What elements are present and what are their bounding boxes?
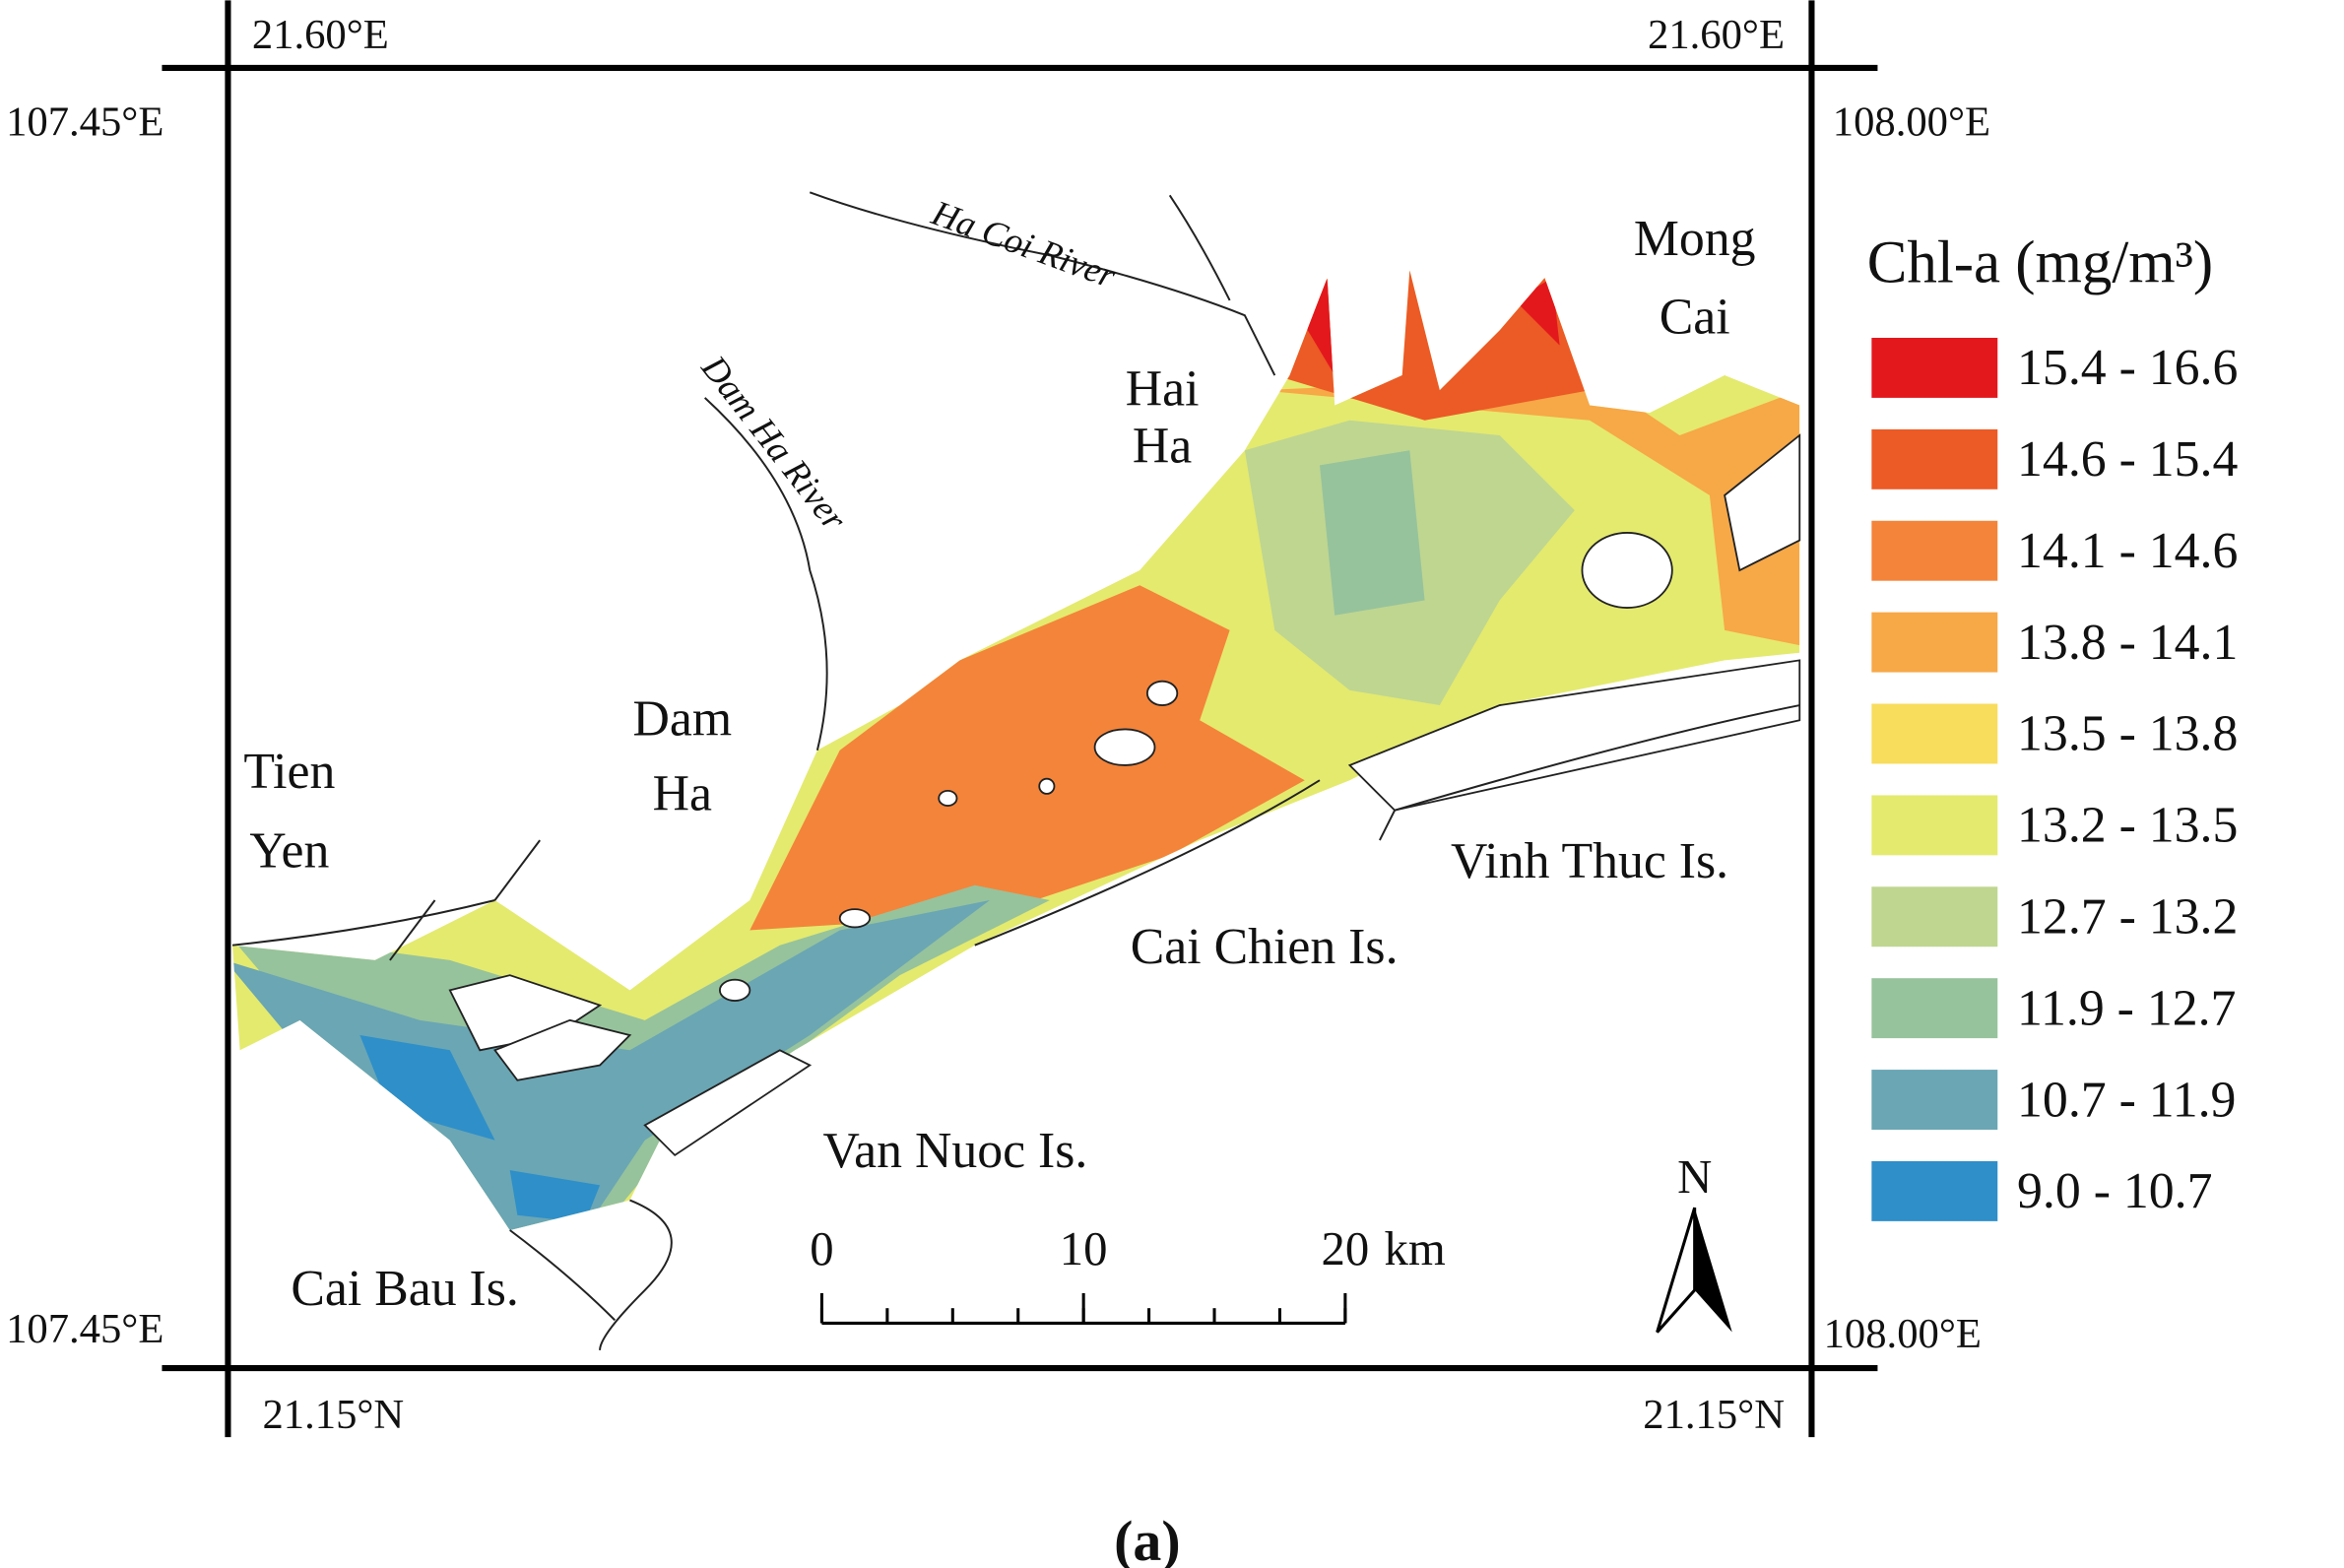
legend-label: 13.5 - 13.8 — [2017, 706, 2238, 762]
place-label: Cai Chien Is. — [1131, 919, 1399, 975]
coord-label: 21.15°N — [262, 1392, 404, 1438]
legend-label: 13.8 - 14.1 — [2017, 615, 2238, 671]
coordinate-labels: 21.60°E 21.60°E 107.45°E 108.00°E 107.45… — [6, 12, 1990, 1438]
place-label: Dam — [633, 691, 733, 748]
coord-label: 107.45°E — [6, 1306, 163, 1352]
legend-title: Chl-a (mg/m³) — [1867, 230, 2213, 296]
scale-tick-label: 20 — [1322, 1222, 1370, 1275]
islands — [448, 433, 1801, 1157]
legend-swatch — [1871, 703, 1998, 764]
legend-swatch — [1871, 428, 1998, 490]
river-label: Dam Ha River — [693, 347, 856, 539]
coord-label: 108.00°E — [1833, 98, 1990, 145]
coord-label: 107.45°E — [6, 98, 163, 145]
legend-swatch — [1871, 1070, 1998, 1130]
legend: 15.4 - 16.6 14.6 - 15.4 14.1 - 14.6 13.8 - … — [1871, 337, 2238, 1221]
legend-swatch — [1871, 520, 1998, 581]
north-label: N — [1677, 1150, 1712, 1204]
legend-swatch — [1871, 1160, 1998, 1221]
legend-label: 14.1 - 14.6 — [2017, 523, 2238, 579]
legend-label: 14.6 - 15.4 — [2017, 431, 2238, 488]
legend-label: 12.7 - 13.2 — [2017, 889, 2238, 946]
legend-label: 9.0 - 10.7 — [2017, 1163, 2212, 1219]
scale-tick-label: 10 — [1060, 1222, 1108, 1275]
place-label: Cai — [1660, 289, 1730, 345]
coord-label: 21.15°N — [1643, 1392, 1785, 1438]
legend-swatch — [1871, 978, 1998, 1039]
legend-label: 13.2 - 13.5 — [2017, 798, 2238, 854]
place-label: Van Nuoc Is. — [823, 1123, 1088, 1179]
place-label: Ha — [653, 766, 712, 822]
place-label: Vinh Thuc Is. — [1451, 833, 1728, 889]
legend-swatch — [1871, 337, 1998, 398]
place-label: Cai Bau Is. — [291, 1261, 518, 1317]
legend-swatch — [1871, 886, 1998, 947]
scale-tick-label: 0 — [810, 1222, 833, 1275]
legend-label: 10.7 - 11.9 — [2017, 1072, 2236, 1128]
scale-bar: 0 10 20 km — [810, 1222, 1446, 1325]
coord-label: 108.00°E — [1824, 1311, 1982, 1357]
place-label: Mong — [1634, 211, 1756, 267]
frame — [162, 0, 1878, 1438]
north-arrow: N — [1656, 1150, 1732, 1334]
caption: (a) — [1114, 1509, 1180, 1568]
scale-unit: km — [1384, 1222, 1445, 1275]
coord-label: 21.60°E — [252, 12, 389, 58]
river-label: Ha Coi River — [926, 192, 1122, 296]
legend-swatch — [1871, 795, 1998, 856]
place-label: Ha — [1133, 418, 1192, 474]
place-label: Yen — [249, 823, 329, 880]
place-label: Tien — [243, 744, 335, 800]
place-label: Hai — [1126, 361, 1200, 418]
coord-label: 21.60°E — [1648, 12, 1785, 58]
legend-label: 11.9 - 12.7 — [2017, 980, 2236, 1036]
coastline-rivers — [231, 191, 1800, 1350]
legend-label: 15.4 - 16.6 — [2017, 340, 2238, 396]
legend-swatch — [1871, 612, 1998, 673]
